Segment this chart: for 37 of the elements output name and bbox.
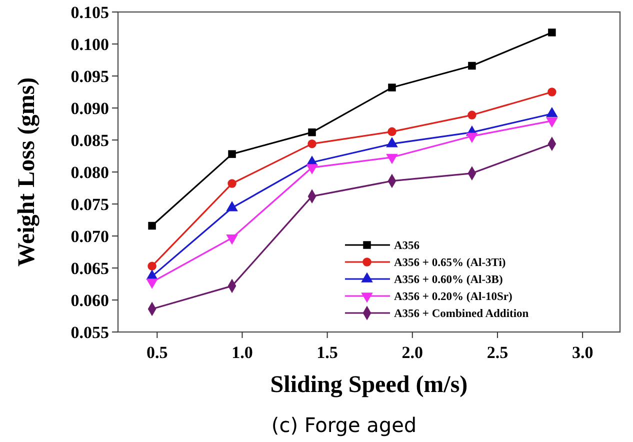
x-tick-label: 1.5	[316, 343, 338, 362]
point	[228, 179, 236, 188]
y-tick-label: 0.095	[70, 66, 109, 86]
legend-label: A356 + 0.65% (Al-3Ti)	[394, 257, 506, 270]
y-tick-label: 0.085	[70, 130, 109, 150]
y-tick-label: 0.070	[70, 226, 109, 246]
point	[468, 62, 476, 70]
y-axis-title: Weight Loss (gms)	[14, 77, 40, 267]
y-tick-label: 0.055	[70, 322, 109, 342]
y-tick-label: 0.100	[70, 34, 109, 54]
x-tick-label: 3.0	[572, 343, 594, 362]
x-axis-title: Sliding Speed (m/s)	[270, 372, 468, 398]
legend-label: A356	[394, 240, 420, 252]
x-tick-label: 1.0	[232, 343, 253, 362]
x-tick-label: 0.5	[146, 343, 168, 362]
point	[468, 110, 476, 120]
text: (c) Forge aged	[271, 413, 417, 437]
point	[228, 150, 236, 158]
legend-label: A356 + 0.60% (Al-3B)	[394, 274, 503, 286]
x-tick-label: 2.5	[486, 343, 508, 362]
y-tick-label: 0.080	[70, 162, 109, 182]
point	[148, 222, 156, 230]
y-tick-label: 0.105	[70, 2, 109, 22]
point	[308, 128, 316, 136]
y-tick-label: 0.060	[70, 290, 109, 310]
point	[388, 127, 396, 136]
point	[548, 28, 556, 36]
point	[148, 262, 156, 270]
x-tick-label: 2.0	[402, 343, 424, 362]
point	[548, 88, 556, 96]
y-tick-label: 0.090	[70, 98, 109, 118]
legend-label: A356 + Combined Addition	[394, 308, 530, 320]
y-tick-label: 0.075	[70, 194, 109, 214]
y-tick-label: 0.065	[70, 258, 109, 278]
point	[388, 84, 396, 92]
legend-label: A356 + 0.20% (Al-10Sr)	[394, 291, 513, 304]
point	[308, 139, 316, 148]
